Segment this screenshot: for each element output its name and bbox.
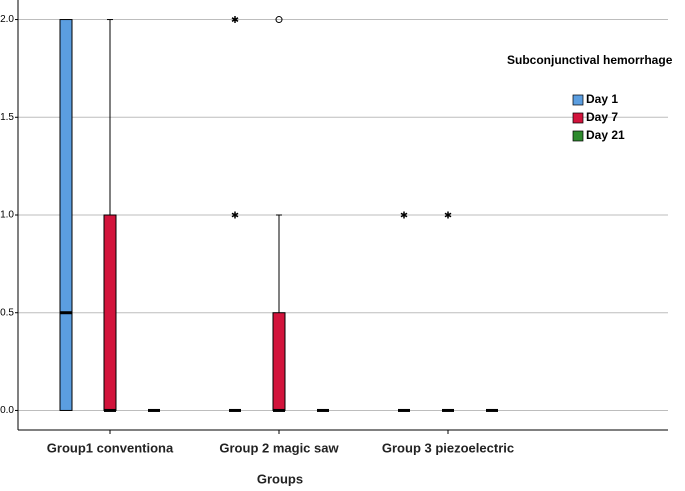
- legend-label: Day 7: [586, 110, 618, 124]
- y-tick-label: 1.5: [0, 112, 14, 123]
- box: [272, 312, 286, 411]
- x-tick-label: Group 3 piezoelectric: [382, 440, 514, 455]
- x-tick-label: Group 2 magic saw: [219, 440, 339, 455]
- box: [59, 19, 73, 411]
- extreme-marker: [444, 211, 452, 219]
- legend-label: Day 21: [586, 128, 625, 142]
- y-tick-label: 2.0: [0, 14, 14, 25]
- box: [103, 214, 117, 411]
- extreme-marker: [400, 211, 408, 219]
- y-tick-label: 1.0: [0, 210, 14, 221]
- legend-swatch: [572, 112, 584, 124]
- y-tick-label: 0.5: [0, 307, 14, 318]
- legend-swatch: [572, 94, 584, 106]
- x-axis-label: Groups: [257, 471, 303, 486]
- legend-swatch: [572, 130, 584, 142]
- legend-title: Subconjunctival hemorrhage: [507, 53, 673, 67]
- legend-label: Day 1: [586, 92, 618, 106]
- extreme-marker: [231, 16, 239, 24]
- outlier-marker: [275, 16, 283, 24]
- y-tick-label: 0.0: [0, 405, 14, 416]
- x-tick-label: Group1 conventiona: [47, 440, 174, 455]
- extreme-marker: [231, 211, 239, 219]
